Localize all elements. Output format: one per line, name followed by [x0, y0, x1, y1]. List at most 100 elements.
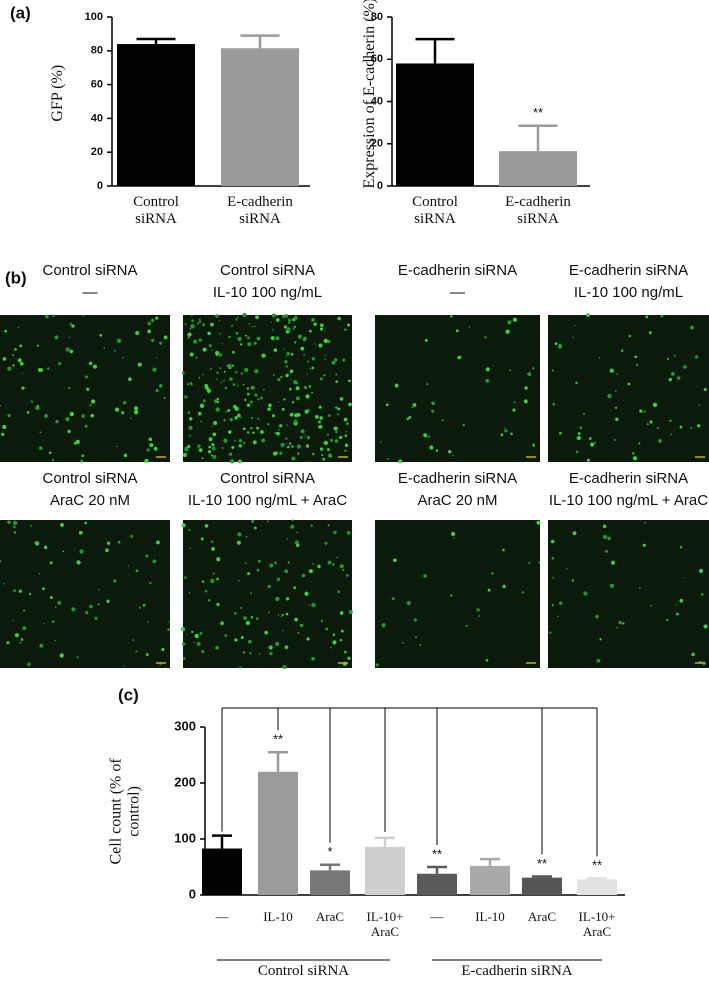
x-tick-label: — — [215, 909, 229, 924]
micrograph-title: E-cadherin siRNA — [397, 262, 518, 279]
cell — [20, 638, 24, 641]
cell — [46, 367, 50, 370]
cell — [335, 380, 338, 383]
cell — [344, 650, 347, 654]
cell — [289, 412, 294, 417]
cell — [656, 427, 659, 430]
cell — [211, 547, 215, 551]
cell — [149, 443, 154, 448]
cell — [201, 580, 205, 583]
error-bar — [212, 834, 232, 849]
cell — [675, 604, 677, 606]
cell — [299, 624, 302, 627]
cell — [250, 592, 253, 595]
cell — [268, 611, 270, 614]
cell — [402, 641, 404, 644]
micrograph-background — [375, 315, 540, 462]
cell — [333, 530, 337, 535]
cell — [26, 411, 30, 414]
cell — [448, 449, 452, 454]
cell — [337, 413, 339, 416]
cell — [272, 451, 277, 456]
cell — [291, 456, 296, 461]
cell — [194, 633, 199, 639]
cell — [19, 361, 24, 366]
cell — [187, 411, 191, 415]
cell — [219, 332, 221, 335]
cell — [618, 620, 622, 625]
cell — [137, 362, 142, 367]
cell — [13, 589, 16, 593]
cell — [306, 637, 310, 641]
cell — [683, 365, 687, 369]
cell — [234, 440, 236, 442]
cell — [523, 399, 528, 404]
cell — [228, 452, 233, 456]
cell — [250, 427, 253, 430]
cell — [268, 403, 272, 408]
cell — [212, 455, 217, 459]
cell — [554, 342, 558, 345]
cell — [246, 431, 250, 434]
cell — [29, 592, 32, 596]
cell — [7, 520, 11, 525]
cell — [209, 367, 212, 370]
cell — [37, 367, 42, 372]
cell — [468, 326, 471, 328]
cell — [85, 610, 89, 615]
cell — [60, 523, 64, 527]
cell — [255, 315, 259, 320]
cell — [275, 336, 280, 341]
y-tick-label: 200 — [174, 774, 196, 789]
cell — [273, 348, 278, 352]
cell — [297, 632, 300, 634]
cell — [62, 550, 65, 552]
x-tick-label: E-cadherin siRNA — [505, 194, 571, 228]
cell — [307, 360, 309, 363]
cell — [158, 384, 163, 388]
cell — [574, 324, 576, 327]
cell — [575, 450, 579, 454]
cell — [284, 569, 289, 574]
cell — [331, 360, 336, 365]
cell — [22, 626, 27, 631]
cell — [275, 318, 280, 322]
cell — [411, 406, 414, 409]
cell — [207, 599, 211, 602]
cell — [332, 640, 337, 645]
cell — [551, 369, 554, 372]
cell — [204, 589, 208, 593]
cell — [423, 574, 427, 578]
cell — [344, 449, 347, 452]
x-tick-label: AraC — [527, 909, 557, 924]
cell — [36, 405, 39, 408]
cell — [132, 639, 135, 642]
cell — [13, 525, 16, 529]
cell — [322, 457, 326, 461]
cell — [58, 362, 62, 366]
cell — [230, 324, 234, 327]
micrograph-treatment: — — [82, 284, 98, 301]
cell — [75, 439, 80, 444]
cell — [237, 579, 240, 582]
y-tick-label: 20 — [91, 146, 103, 158]
cell — [280, 375, 283, 378]
cell — [244, 367, 249, 373]
cell — [668, 377, 672, 382]
cell — [670, 371, 675, 376]
cell — [244, 562, 247, 565]
cell — [199, 318, 201, 321]
cell — [198, 338, 202, 342]
cell — [538, 561, 541, 564]
cell — [691, 652, 695, 657]
cell — [572, 531, 577, 536]
cell — [55, 606, 57, 608]
cell — [450, 594, 453, 597]
cell — [103, 347, 105, 349]
cell — [286, 445, 290, 449]
cell — [216, 400, 220, 403]
cell — [280, 615, 283, 618]
significance-label: ** — [533, 105, 543, 120]
panel-label: (a) — [10, 3, 31, 22]
cell — [296, 444, 302, 449]
